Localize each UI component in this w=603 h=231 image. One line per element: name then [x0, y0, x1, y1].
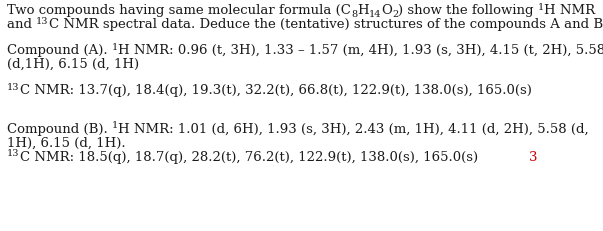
Text: 1H), 6.15 (d, 1H).: 1H), 6.15 (d, 1H). — [7, 137, 125, 150]
Text: O: O — [381, 4, 392, 17]
Text: Compound (B).: Compound (B). — [7, 123, 112, 136]
Text: Two compounds having same molecular formula (C: Two compounds having same molecular form… — [7, 4, 351, 17]
Text: ) show the following: ) show the following — [398, 4, 538, 17]
Text: H NMR: H NMR — [545, 4, 595, 17]
Text: 13: 13 — [7, 82, 19, 91]
Text: C NMR: 13.7(q), 18.4(q), 19.3(t), 32.2(t), 66.8(t), 122.9(t), 138.0(s), 165.0(s): C NMR: 13.7(q), 18.4(q), 19.3(t), 32.2(t… — [19, 84, 531, 97]
Text: and: and — [7, 18, 36, 31]
Text: H NMR: 1.01 (d, 6H), 1.93 (s, 3H), 2.43 (m, 1H), 4.11 (d, 2H), 5.58 (d,: H NMR: 1.01 (d, 6H), 1.93 (s, 3H), 2.43 … — [118, 123, 589, 136]
Text: 14: 14 — [368, 10, 381, 19]
Text: H NMR: 0.96 (t, 3H), 1.33 – 1.57 (m, 4H), 1.93 (s, 3H), 4.15 (t, 2H), 5.58: H NMR: 0.96 (t, 3H), 1.33 – 1.57 (m, 4H)… — [118, 44, 603, 57]
Text: 13: 13 — [36, 16, 49, 25]
Text: 1: 1 — [538, 3, 545, 12]
Text: 2: 2 — [392, 10, 398, 19]
Text: 8: 8 — [351, 10, 357, 19]
Text: 3: 3 — [478, 151, 537, 164]
Text: 13: 13 — [7, 149, 19, 158]
Text: C NMR spectral data. Deduce the (tentative) structures of the compounds A and B.: C NMR spectral data. Deduce the (tentati… — [49, 18, 603, 31]
Text: 1: 1 — [112, 43, 118, 52]
Text: C NMR: 18.5(q), 18.7(q), 28.2(t), 76.2(t), 122.9(t), 138.0(s), 165.0(s): C NMR: 18.5(q), 18.7(q), 28.2(t), 76.2(t… — [19, 151, 478, 164]
Text: 1: 1 — [112, 122, 118, 131]
Text: H: H — [357, 4, 368, 17]
Text: (d,1H), 6.15 (d, 1H): (d,1H), 6.15 (d, 1H) — [7, 58, 139, 71]
Text: Compound (A).: Compound (A). — [7, 44, 112, 57]
